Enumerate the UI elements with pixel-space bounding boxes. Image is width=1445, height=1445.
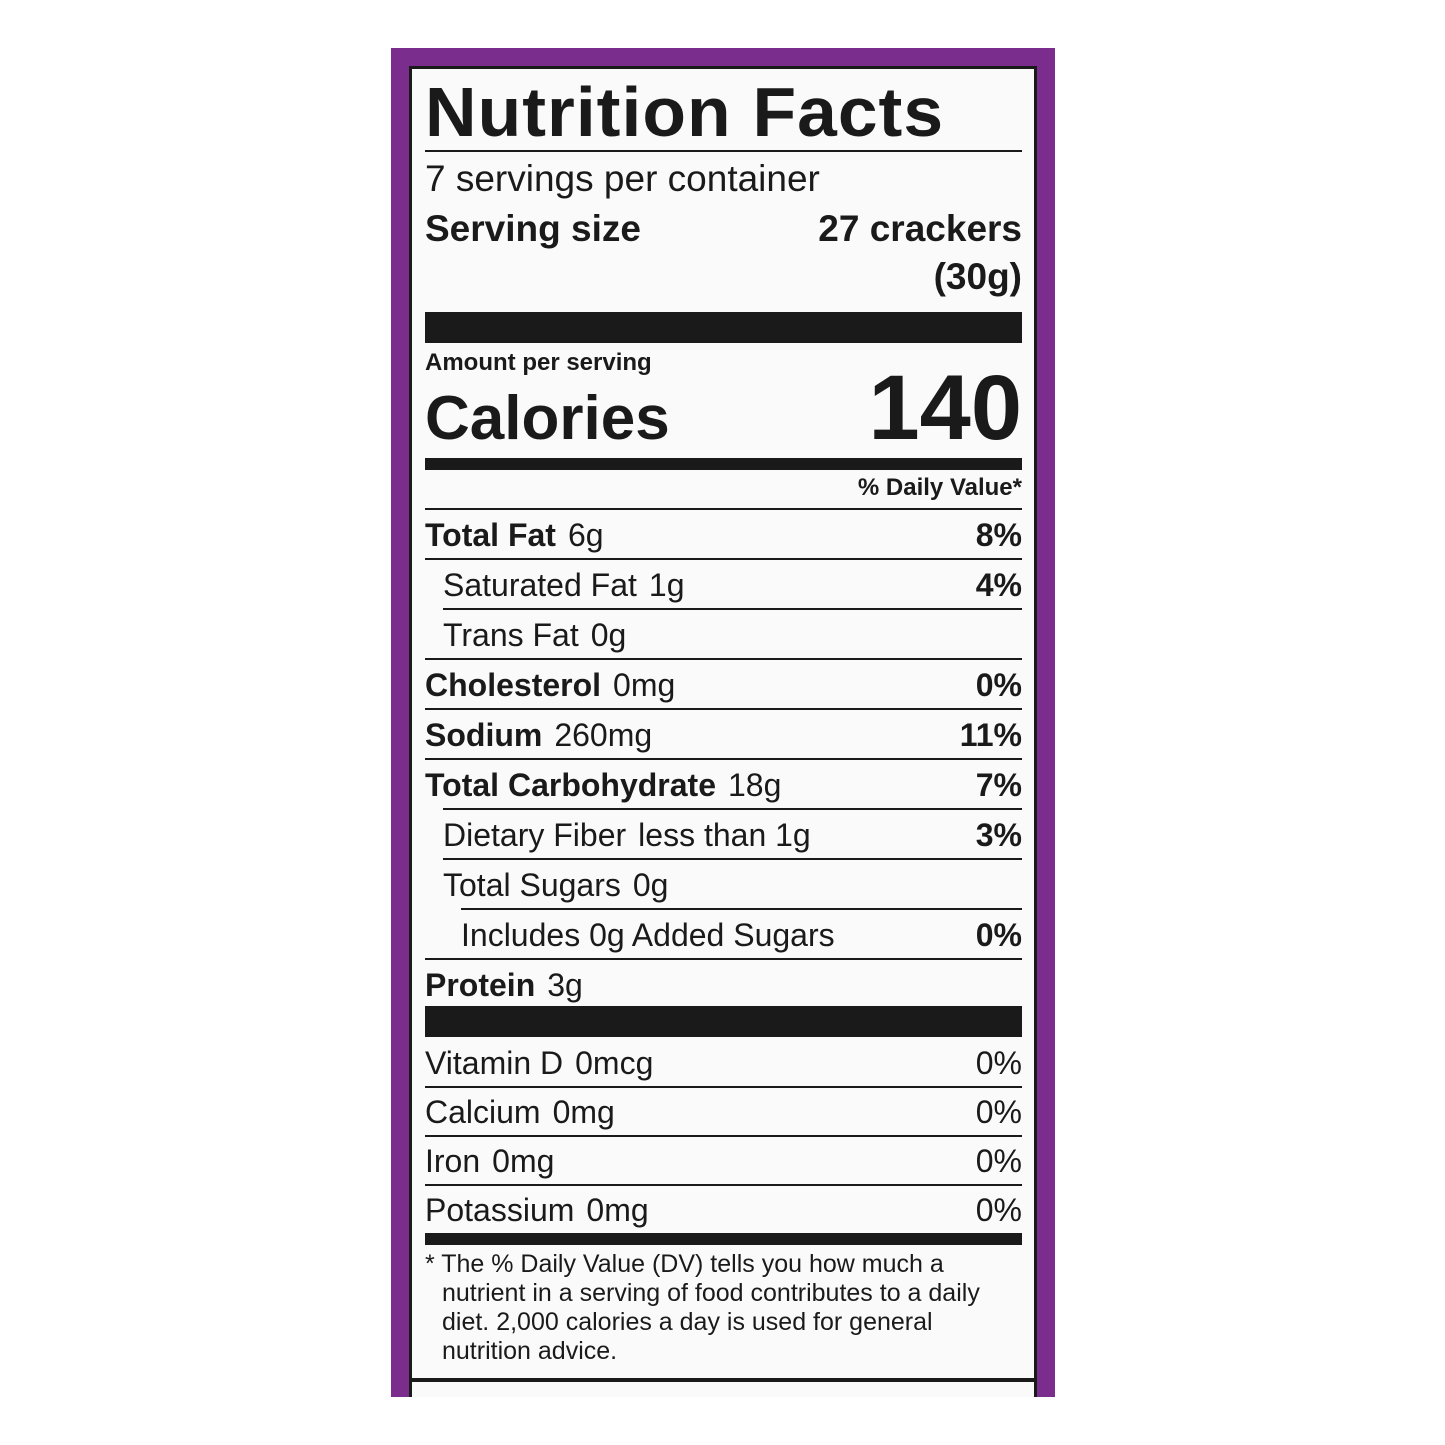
divider (443, 858, 1022, 860)
serving-size-label: Serving size (425, 208, 641, 249)
nutrient-amount: 0g (590, 616, 627, 653)
nutrient-name: Protein (425, 966, 536, 1003)
nutrient-row: Total Fat 6g 8% (425, 510, 1022, 560)
nutrient-row: Protein 3g (425, 960, 1022, 1010)
lower-panel-edge (409, 1378, 1037, 1397)
nutrient-row: Includes 0g Added Sugars 0% (425, 910, 1022, 960)
thick-divider (425, 1006, 1022, 1037)
divider (425, 1086, 1022, 1088)
nutrient-row: Total Carbohydrate 18g 7% (425, 760, 1022, 810)
vitamin-name: Calcium (425, 1093, 541, 1130)
vitamin-row: Vitamin D 0mcg 0% (425, 1038, 1022, 1088)
nutrient-row: Dietary Fiber less than 1g 3% (425, 810, 1022, 860)
vitamin-row: Iron 0mg 0% (425, 1136, 1022, 1186)
nutrient-name: Total Sugars (443, 866, 621, 903)
vitamin-name: Vitamin D (425, 1044, 564, 1081)
daily-value-header: % Daily Value* (857, 474, 1022, 501)
divider (425, 708, 1022, 710)
label-title: Nutrition Facts (425, 73, 945, 151)
nutrient-row: Sodium 260mg 11% (425, 710, 1022, 760)
nutrient-amount: 18g (728, 766, 782, 803)
divider (425, 958, 1022, 960)
nutrient-row: Saturated Fat 1g 4% (425, 560, 1022, 610)
nutrient-amount: 1g (648, 566, 685, 603)
calories-value: 140 (868, 357, 1023, 459)
nutrient-amount: 3g (547, 966, 583, 1003)
nutrient-daily-value: 7% (975, 766, 1022, 803)
nutrient-daily-value: 0% (975, 666, 1022, 703)
amount-per-serving: Amount per serving (425, 349, 652, 376)
divider (425, 1184, 1022, 1186)
vitamin-row: Potassium 0mg 0% (425, 1185, 1022, 1235)
nutrient-name: Total Fat (425, 516, 556, 553)
serving-size-value: 27 crackers (818, 208, 1022, 249)
nutrient-name: Sodium (425, 716, 543, 753)
divider (425, 150, 1022, 152)
calories-label: Calories (425, 384, 670, 453)
vitamin-amount: 0mcg (575, 1044, 654, 1081)
vitamin-daily-value: 0% (975, 1044, 1022, 1081)
vitamin-daily-value: 0% (975, 1093, 1022, 1130)
nutrient-daily-value: 0% (975, 916, 1022, 953)
nutrient-row: Cholesterol 0mg 0% (425, 660, 1022, 710)
footnote: * The % Daily Value (DV) tells you how m… (425, 1250, 980, 1365)
nutrient-daily-value: 11% (959, 716, 1022, 753)
nutrient-daily-value: 3% (975, 816, 1022, 853)
vitamin-amount: 0mg (586, 1191, 649, 1228)
nutrient-amount: 6g (567, 516, 604, 553)
nutrient-amount: 260mg (554, 716, 653, 753)
vitamin-amount: 0mg (492, 1142, 555, 1179)
nutrient-name: Trans Fat (443, 616, 579, 653)
nutrient-amount: less than 1g (638, 816, 811, 853)
calories-row: Calories 140 (425, 360, 1022, 456)
nutrient-name: Includes 0g Added Sugars (461, 916, 835, 953)
vitamin-daily-value: 0% (975, 1142, 1022, 1179)
vitamin-name: Potassium (425, 1191, 575, 1228)
vitamin-amount: 0mg (552, 1093, 615, 1130)
medium-divider (425, 458, 1022, 470)
thick-divider (425, 312, 1022, 343)
vitamin-name: Iron (425, 1142, 481, 1179)
divider (425, 558, 1022, 560)
medium-divider (425, 1233, 1022, 1245)
divider (425, 758, 1022, 760)
vitamin-daily-value: 0% (975, 1191, 1022, 1228)
nutrient-row: Trans Fat 0g (425, 610, 1022, 660)
nutrient-name: Saturated Fat (443, 566, 637, 603)
vitamin-row: Calcium 0mg 0% (425, 1087, 1022, 1137)
divider (443, 608, 1022, 610)
divider (425, 658, 1022, 660)
nutrient-daily-value: 4% (975, 566, 1022, 603)
divider (425, 1135, 1022, 1137)
nutrient-daily-value: 8% (975, 516, 1022, 553)
serving-size-weight: (30g) (933, 256, 1022, 297)
nutrient-amount: 0mg (613, 666, 676, 703)
nutrient-name: Total Carbohydrate (425, 766, 716, 803)
nutrient-amount: 0g (632, 866, 669, 903)
serving-size-row: Serving size 27 crackers (425, 208, 1022, 250)
nutrient-row: Total Sugars 0g (425, 860, 1022, 910)
divider (461, 908, 1022, 910)
nutrition-facts-panel (409, 66, 1037, 1397)
divider (443, 808, 1022, 810)
servings-per-container: 7 servings per container (425, 158, 820, 199)
nutrient-name: Dietary Fiber (443, 816, 627, 853)
divider (425, 508, 1022, 510)
nutrient-name: Cholesterol (425, 666, 602, 703)
